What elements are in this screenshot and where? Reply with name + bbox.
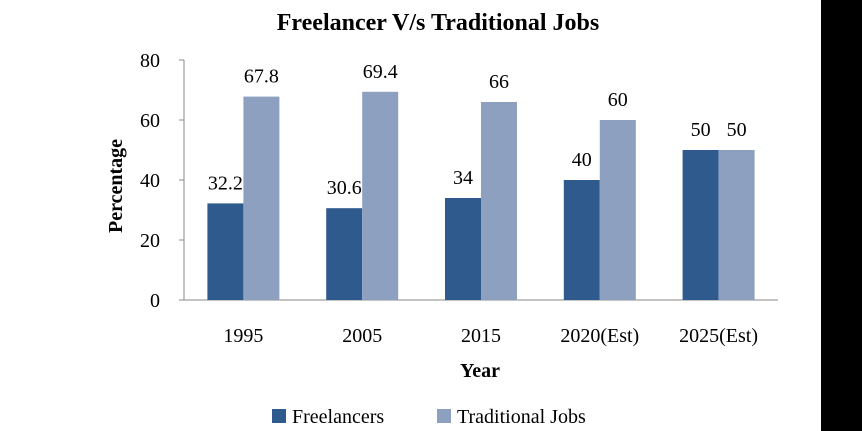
data-label: 69.4 <box>363 61 398 83</box>
x-tick-label: 1995 <box>223 325 263 347</box>
y-tick-label: 80 <box>140 50 160 72</box>
bar-freelancers <box>445 198 481 300</box>
data-label: 60 <box>608 89 628 111</box>
plot-area: 0 20 40 60 80 1995 32.2 67.8 2005 30.6 69.4 2015 34 6… <box>140 50 778 347</box>
legend-swatch-freelancers <box>272 409 286 423</box>
data-label: 50 <box>691 119 711 141</box>
data-label: 66 <box>489 71 509 93</box>
x-tick-label: 2005 <box>342 325 382 347</box>
bar-freelancers <box>682 150 719 300</box>
chart-title: Freelancer V/s Traditional Jobs <box>277 10 599 36</box>
bar-freelancers <box>207 203 244 300</box>
bar-traditional-jobs <box>362 91 399 300</box>
x-axis-label: Year <box>460 360 500 382</box>
data-label: 32.2 <box>208 172 243 194</box>
y-tick-label: 40 <box>140 170 160 192</box>
chart-area: Freelancer V/s Traditional Jobs 0 20 40 60 8… <box>0 0 821 431</box>
bar-chart: Freelancer V/s Traditional Jobs 0 20 40 60 8… <box>105 10 778 428</box>
data-label: 67.8 <box>244 66 279 88</box>
y-tick-label: 60 <box>140 110 160 132</box>
bar-traditional-jobs <box>243 96 280 300</box>
bar-traditional-jobs <box>599 120 636 300</box>
legend-swatch-traditional-jobs <box>437 409 451 423</box>
y-tick-label: 0 <box>150 290 160 312</box>
legend: Freelancers Traditional Jobs <box>272 406 586 428</box>
legend-label-freelancers: Freelancers <box>292 406 384 428</box>
data-label: 50 <box>727 119 747 141</box>
bar-traditional-jobs <box>718 150 755 300</box>
y-tick-label: 20 <box>140 230 160 252</box>
x-tick-label: 2025(Est) <box>679 325 758 347</box>
data-label: 30.6 <box>327 177 362 199</box>
x-tick-label: 2015 <box>461 325 501 347</box>
data-label: 40 <box>572 149 592 171</box>
x-tick-label: 2020(Est) <box>560 325 639 347</box>
legend-label-traditional-jobs: Traditional Jobs <box>457 406 586 428</box>
data-label: 34 <box>453 167 473 189</box>
bar-freelancers <box>563 180 600 300</box>
bar-traditional-jobs <box>481 102 517 300</box>
bar-freelancers <box>326 208 363 300</box>
y-axis-label: Percentage <box>105 139 127 233</box>
